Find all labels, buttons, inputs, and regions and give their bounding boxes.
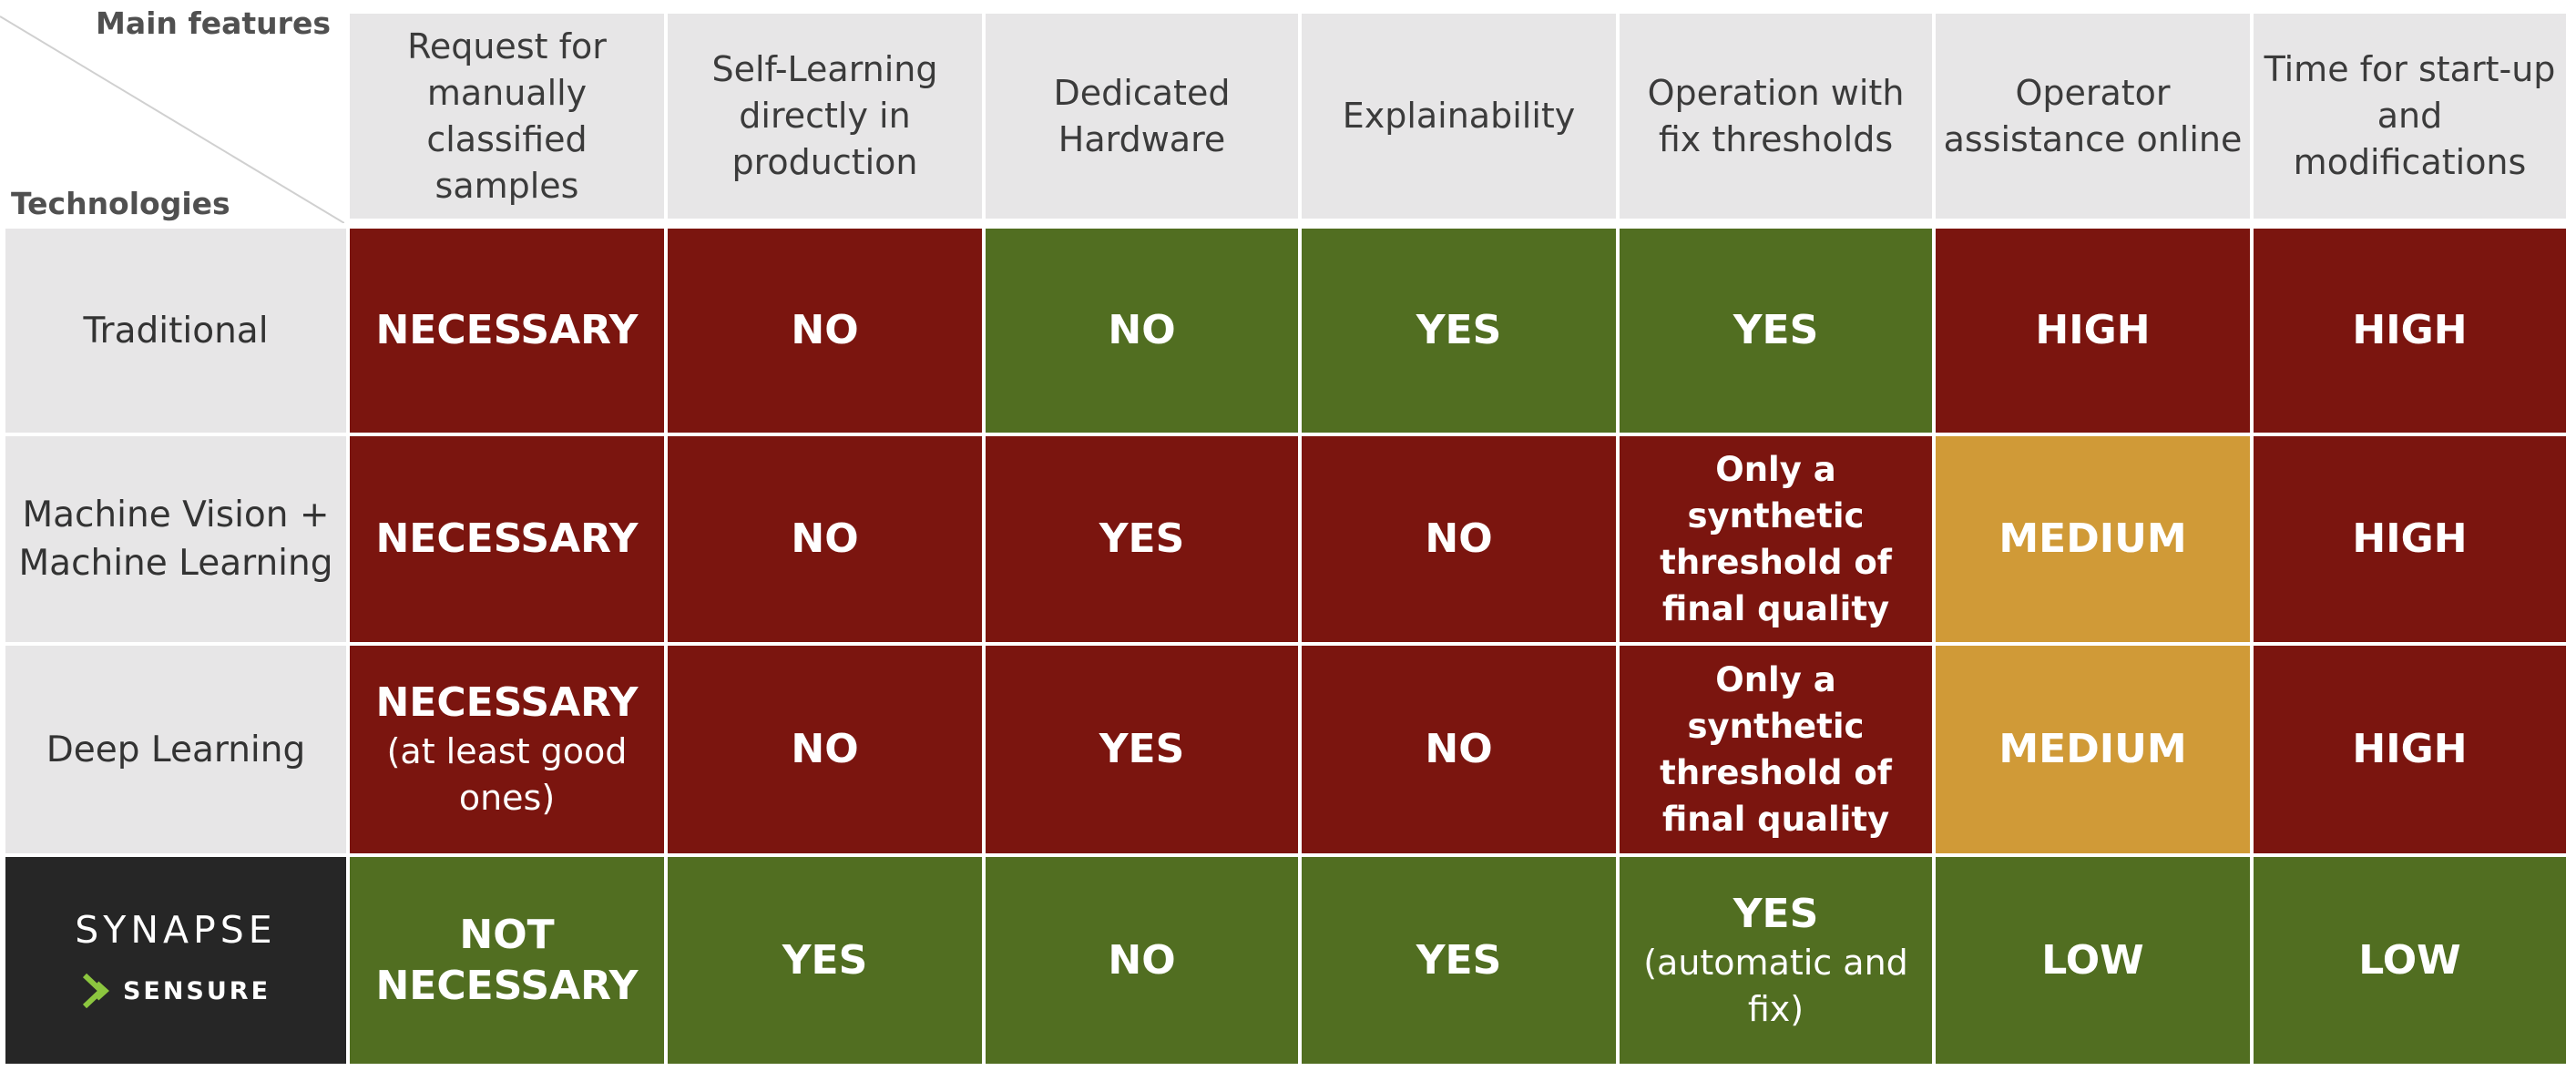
table-cell: Only a synthetic threshold of final qual… (1620, 646, 1932, 853)
table-cell: NO (668, 646, 982, 853)
cell-value: YES (1733, 890, 1819, 937)
table-cell: LOW (2254, 857, 2566, 1064)
column-header-dedicated-hardware: Dedicated Hardware (986, 14, 1298, 219)
table-cell: NECESSARY (350, 436, 664, 642)
table-cell: MEDIUM (1936, 646, 2250, 853)
table-cell: YES (1302, 857, 1616, 1064)
row-header-synapse-logo: SYNAPSE SENSURE (5, 857, 346, 1064)
column-header-explainability: Explainability (1302, 14, 1616, 219)
corner-header: Main features Technologies (0, 0, 344, 223)
table-cell: Only a synthetic threshold of final qual… (1620, 436, 1932, 642)
cell-value: NECESSARY (375, 679, 639, 726)
column-header-start-up-time: Time for start-up and modifications (2254, 14, 2566, 219)
row-header-traditional: Traditional (5, 229, 346, 433)
table-cell: NECESSARY (350, 229, 664, 433)
column-header-operator-assistance: Operator assistance online (1936, 14, 2250, 219)
table-cell: NO (1302, 436, 1616, 642)
table-cell: HIGH (2254, 436, 2566, 642)
table-cell: MEDIUM (1936, 436, 2250, 642)
table-cell: NO (1302, 646, 1616, 853)
main-features-label: Main features (96, 5, 331, 41)
table-cell: HIGH (1936, 229, 2250, 433)
cell-note: (at least good ones) (386, 731, 628, 818)
synapse-wordmark: SYNAPSE (75, 907, 277, 952)
table-cell: YES (1620, 229, 1932, 433)
table-cell: NECESSARY (at least good ones) (350, 646, 664, 853)
table-cell: YES (986, 646, 1298, 853)
sensure-brand: SENSURE (81, 967, 271, 1015)
sensure-arrow-icon (82, 974, 109, 1008)
cell-note: (automatic and fix) (1643, 942, 1908, 1029)
table-cell: NO (668, 436, 982, 642)
column-header-self-learning: Self-Learning directly in production (668, 14, 982, 219)
corner-diagonal-line (0, 15, 344, 223)
table-cell: HIGH (2254, 229, 2566, 433)
column-header-manual-samples: Request for manually classified samples (350, 14, 664, 219)
table-cell: YES (1302, 229, 1616, 433)
table-cell: YES (automatic and fix) (1620, 857, 1932, 1064)
table-cell: NO (668, 229, 982, 433)
sensure-wordmark: SENSURE (122, 976, 271, 1005)
table-cell: NOT NECESSARY (350, 857, 664, 1064)
technologies-label: Technologies (11, 186, 230, 221)
table-cell: LOW (1936, 857, 2250, 1064)
column-header-fix-thresholds: Operation with fix thresholds (1620, 14, 1932, 219)
table-cell: NO (986, 229, 1298, 433)
table-cell: NO (986, 857, 1298, 1064)
table-cell: YES (668, 857, 982, 1064)
table-cell: HIGH (2254, 646, 2566, 853)
row-header-machine-vision-learning: Machine Vision + Machine Learning (5, 436, 346, 642)
synapse-logo: SYNAPSE SENSURE (75, 906, 276, 1015)
table-cell: YES (986, 436, 1298, 642)
row-header-deep-learning: Deep Learning (5, 646, 346, 853)
